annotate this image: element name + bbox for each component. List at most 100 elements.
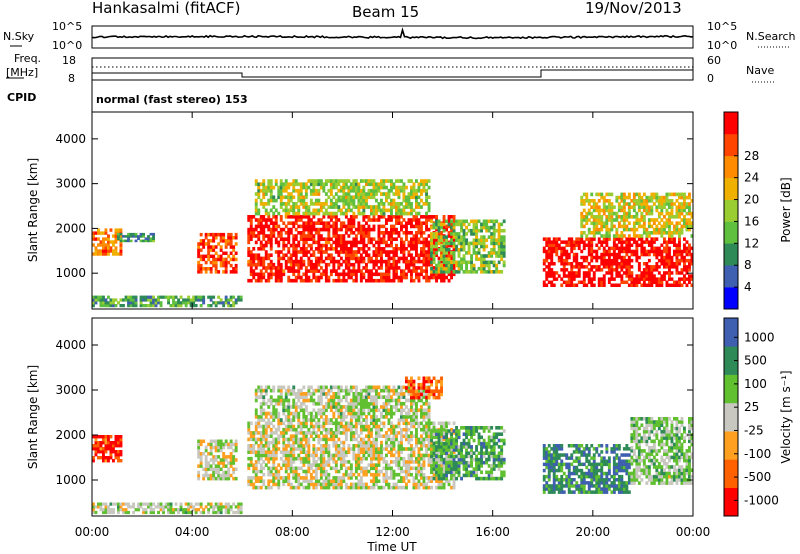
heatmap-cell	[229, 245, 233, 249]
heatmap-cell	[217, 455, 221, 459]
heatmap-cell	[660, 274, 664, 278]
heatmap-cell	[257, 231, 261, 235]
heatmap-cell	[254, 421, 258, 426]
heatmap-cell	[312, 234, 316, 238]
heatmap-cell	[279, 450, 283, 454]
heatmap-cell	[247, 240, 251, 245]
heatmap-cell	[680, 258, 684, 263]
heatmap-cell	[342, 427, 346, 432]
heatmap-cell	[400, 215, 403, 219]
heatmap-cell	[617, 283, 621, 287]
heatmap-cell	[102, 438, 105, 442]
heatmap-cell	[267, 418, 271, 422]
heatmap-cell	[212, 445, 216, 450]
heatmap-cell	[147, 295, 150, 299]
heatmap-cell	[357, 202, 361, 206]
heatmap-cell	[372, 472, 376, 477]
heatmap-cell	[252, 259, 256, 264]
heatmap-cell	[92, 301, 95, 305]
heatmap-cell	[279, 456, 283, 461]
heatmap-cell	[412, 243, 416, 248]
heatmap-cell	[647, 231, 651, 235]
heatmap-cell	[344, 256, 348, 261]
heatmap-cell	[447, 421, 451, 426]
heatmap-cell	[207, 442, 211, 447]
heatmap-cell	[600, 283, 604, 287]
heatmap-cell	[617, 249, 621, 254]
heatmap-cell	[365, 269, 368, 273]
heatmap-cell	[550, 258, 554, 263]
heatmap-cell	[380, 240, 383, 245]
heatmap-cell	[427, 227, 431, 232]
heatmap-cell	[307, 453, 311, 458]
heatmap-cell	[254, 479, 258, 483]
heatmap-cell	[390, 202, 393, 206]
heatmap-cell	[217, 257, 221, 262]
heatmap-cell	[417, 424, 421, 429]
heatmap-cell	[227, 467, 231, 471]
heatmap-cell	[425, 253, 428, 257]
heatmap-cell	[344, 208, 348, 213]
heatmap-cell	[197, 445, 201, 450]
heatmap-cell	[94, 438, 98, 442]
heatmap-cell	[322, 272, 326, 277]
heatmap-cell	[472, 270, 476, 274]
heatmap-cell	[615, 258, 619, 263]
heatmap-cell	[324, 221, 328, 225]
heatmap-cell	[607, 268, 611, 272]
heatmap-cell	[294, 456, 298, 461]
heatmap-cell	[485, 238, 489, 242]
heatmap-cell	[232, 295, 236, 299]
heatmap-cell	[683, 258, 686, 263]
heatmap-cell	[385, 259, 388, 264]
heatmap-cell	[342, 450, 346, 454]
heatmap-cell	[412, 237, 416, 241]
heatmap-cell	[625, 262, 629, 266]
heatmap-cell	[447, 431, 451, 435]
heatmap-cell	[612, 258, 616, 263]
heatmap-cell	[385, 440, 388, 445]
heatmap-cell	[447, 479, 451, 483]
heatmap-cell	[172, 301, 175, 305]
heatmap-cell	[214, 263, 218, 268]
heatmap-cell	[312, 211, 316, 216]
heatmap-cell	[380, 434, 383, 438]
heatmap-cell	[357, 444, 361, 448]
heatmap-cell	[400, 440, 403, 445]
heatmap-cell	[259, 218, 263, 222]
heatmap-cell	[254, 408, 258, 413]
heatmap-cell	[567, 283, 571, 287]
heatmap-cell	[259, 392, 263, 396]
heatmap-cell	[610, 258, 614, 263]
heatmap-cell	[302, 450, 306, 454]
heatmap-cell	[319, 482, 323, 487]
heatmap-cell	[417, 456, 421, 461]
heatmap-cell	[127, 235, 130, 238]
heatmap-cell	[332, 431, 336, 435]
heatmap-cell	[400, 466, 403, 471]
heatmap-cell	[204, 473, 208, 478]
heatmap-cell	[234, 448, 238, 453]
heatmap-cell	[617, 246, 621, 251]
heatmap-cell	[595, 221, 599, 225]
heatmap-cell	[272, 398, 276, 403]
heatmap-cell	[289, 450, 293, 454]
heatmap-cell	[342, 444, 346, 448]
heatmap-cell	[357, 182, 361, 187]
heatmap-cell	[339, 447, 343, 451]
heatmap-cell	[495, 228, 499, 233]
heatmap-cell	[367, 431, 371, 435]
heatmap-cell	[272, 418, 276, 422]
heatmap-cell	[282, 240, 286, 245]
heatmap-cell	[372, 424, 376, 429]
heatmap-cell	[267, 202, 271, 206]
heatmap-cell	[219, 473, 223, 478]
heatmap-cell	[407, 466, 411, 471]
heatmap-cell	[683, 221, 686, 225]
heatmap-cell	[249, 272, 253, 277]
heatmap-cell	[597, 221, 601, 225]
heatmap-cell	[437, 260, 441, 265]
heatmap-cell	[337, 272, 341, 277]
heatmap-cell	[212, 473, 216, 478]
